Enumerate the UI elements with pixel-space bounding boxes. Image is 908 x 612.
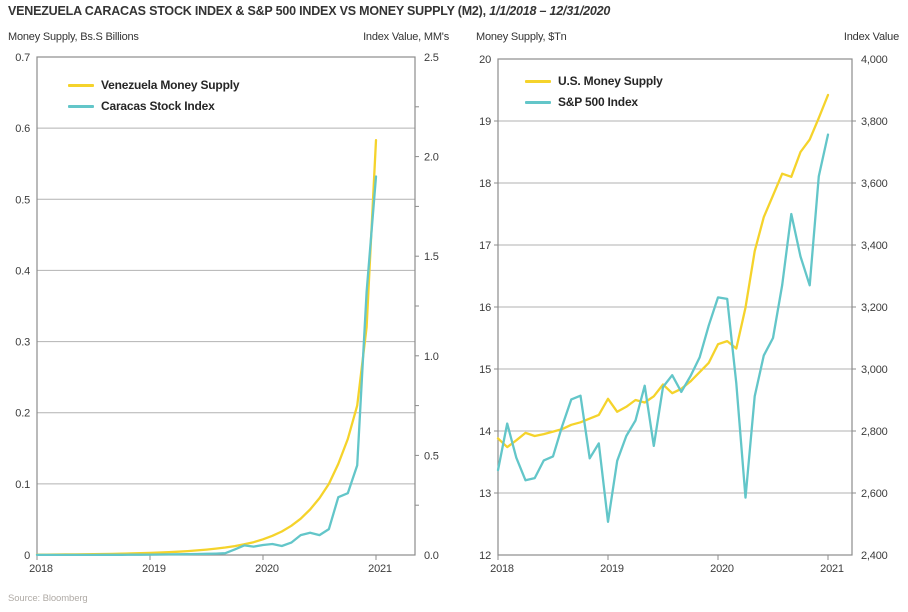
left-axis-tick-label: 15 — [479, 364, 491, 376]
right-axis-tick-label: 0.0 — [424, 550, 439, 562]
venezuela-money-supply-legend-label: Venezuela Money Supply — [101, 78, 240, 92]
us-money-supply-legend-label: U.S. Money Supply — [558, 74, 663, 88]
right-axis-tick-label: 1.0 — [424, 351, 439, 363]
right-axis-tick-label: 3,600 — [861, 178, 888, 190]
left-axis-tick-label: 19 — [479, 116, 491, 128]
x-axis-tick-label: 2019 — [142, 563, 166, 575]
caracas-stock-index-line-swatch — [68, 104, 94, 108]
left-axis-tick-label: 13 — [479, 488, 491, 500]
us-chart-legend: U.S. Money Supply S&P 500 Index — [525, 74, 663, 109]
x-axis-tick-label: 2020 — [710, 563, 734, 575]
left-axis-tick-label: 0.6 — [15, 123, 30, 135]
venezuela-chart-legend: Venezuela Money Supply Caracas Stock Ind… — [68, 78, 240, 113]
source-attribution: Source: Bloomberg — [8, 593, 88, 604]
right-axis-tick-label: 4,000 — [861, 54, 888, 66]
caracas-stock-index-line — [35, 175, 378, 557]
right-axis-tick-label: 2.0 — [424, 152, 439, 164]
left-axis-tick-label: 0.5 — [15, 194, 30, 206]
left-chart-right-axis-caption: Index Value, MM's — [363, 31, 449, 43]
left-axis-tick-label: 0.7 — [15, 52, 30, 64]
legend-row: U.S. Money Supply — [525, 74, 663, 88]
s-p-500-index-line — [496, 133, 830, 523]
left-axis-tick-label: 16 — [479, 302, 491, 314]
us-chart-canvas: 12 13 14 15 16 17 18 19 20 2,400 2,600 2,800 3,000 3,… — [479, 54, 888, 575]
left-axis-tick-label: 18 — [479, 178, 491, 190]
x-axis-tick-label: 2021 — [368, 563, 392, 575]
x-axis-tick-label: 2021 — [820, 563, 844, 575]
right-axis-tick-label: 2,800 — [861, 426, 888, 438]
right-axis-tick-label: 3,200 — [861, 302, 888, 314]
right-axis-tick-label: 0.5 — [424, 450, 439, 462]
right-axis-tick-label: 3,800 — [861, 116, 888, 128]
left-chart-left-axis-caption: Money Supply, Bs.S Billions — [8, 31, 139, 43]
left-axis-tick-label: 0.4 — [15, 265, 30, 277]
page-title-dates: 1/1/2018 – 12/31/2020 — [489, 4, 611, 18]
right-axis-tick-label: 2.5 — [424, 52, 439, 64]
right-axis-tick-label: 2,600 — [861, 488, 888, 500]
caracas-stock-index-legend-label: Caracas Stock Index — [101, 99, 215, 113]
venezuela-money-supply-line — [35, 139, 378, 556]
x-axis-tick-label: 2018 — [490, 563, 514, 575]
right-axis-tick-label: 3,400 — [861, 240, 888, 252]
right-axis-tick-label: 2,400 — [861, 550, 888, 562]
left-axis-tick-label: 14 — [479, 426, 491, 438]
left-axis-tick-label: 20 — [479, 54, 491, 66]
right-chart-right-axis-caption: Index Value — [843, 31, 899, 43]
us-money-supply-line-swatch — [525, 79, 551, 83]
left-axis-tick-label: 17 — [479, 240, 491, 252]
sp500-index-line-swatch — [525, 100, 551, 104]
left-axis-tick-label: 12 — [479, 550, 491, 562]
x-axis-tick-label: 2019 — [600, 563, 624, 575]
page-title-main: VENEZUELA CARACAS STOCK INDEX & S&P 500 … — [8, 4, 490, 18]
legend-row: Venezuela Money Supply — [68, 78, 240, 92]
left-axis-tick-label: 0.1 — [15, 479, 30, 491]
left-axis-tick-label: 0.2 — [15, 408, 30, 420]
page-title: VENEZUELA CARACAS STOCK INDEX & S&P 500 … — [8, 4, 610, 18]
left-axis-tick-label: 0.3 — [15, 337, 30, 349]
sp500-index-legend-label: S&P 500 Index — [558, 95, 638, 109]
left-axis-tick-label: 0 — [24, 550, 30, 562]
legend-row: Caracas Stock Index — [68, 99, 239, 113]
x-axis-tick-label: 2020 — [255, 563, 279, 575]
x-axis-tick-label: 2018 — [29, 563, 53, 575]
legend-row: S&P 500 Index — [525, 95, 663, 109]
right-axis-tick-label: 3,000 — [861, 364, 888, 376]
u-s-money-supply-line — [496, 93, 830, 449]
venezuela-chart-canvas: 0 0.1 0.2 0.3 0.4 0.5 0.6 0.7 0.0 0.5 1.0 1.5 2.0 2.5… — [15, 52, 439, 575]
venezuela-money-supply-line-swatch — [68, 83, 94, 87]
right-chart-left-axis-caption: Money Supply, $Tn — [476, 31, 567, 43]
right-axis-tick-label: 1.5 — [424, 251, 439, 263]
